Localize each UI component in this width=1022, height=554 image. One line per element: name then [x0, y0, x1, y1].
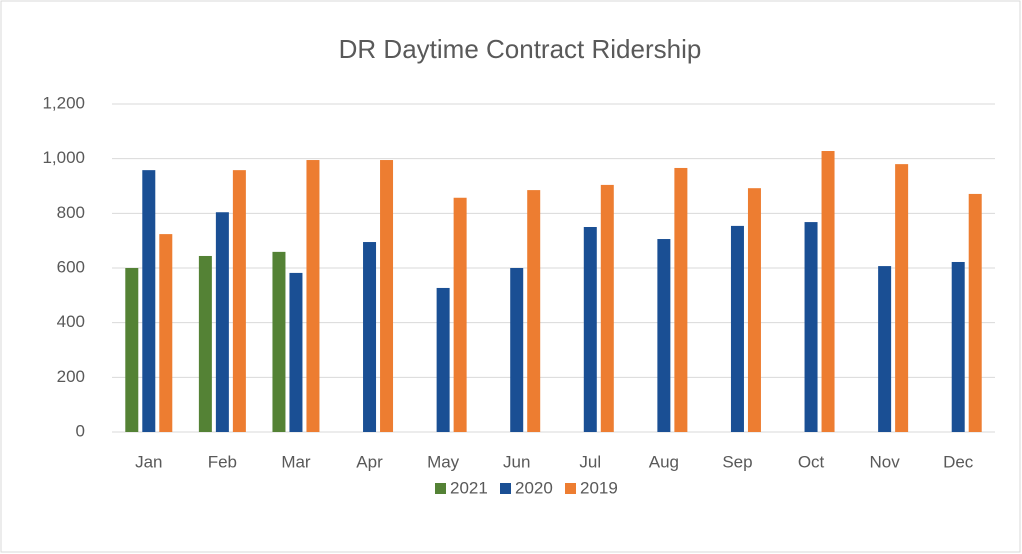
legend-label: 2020	[515, 478, 553, 497]
legend-swatch	[500, 483, 511, 494]
bar	[657, 239, 671, 432]
y-tick-label: 800	[57, 203, 85, 222]
bar	[289, 272, 303, 432]
bar	[215, 212, 229, 432]
bar	[380, 160, 394, 433]
bar	[951, 261, 965, 432]
bar	[272, 251, 286, 432]
y-tick-label: 1,000	[42, 148, 85, 167]
bar	[821, 151, 835, 432]
bar	[583, 227, 597, 432]
bar	[730, 225, 744, 432]
legend-swatch	[435, 483, 446, 494]
x-tick-label: Sep	[722, 452, 752, 471]
bar	[527, 190, 541, 432]
bar	[159, 234, 173, 432]
y-tick-label: 600	[57, 257, 85, 276]
x-tick-label: Mar	[281, 452, 311, 471]
bar	[510, 268, 524, 432]
x-tick-label: Feb	[208, 452, 237, 471]
bar	[674, 167, 688, 432]
legend-label: 2019	[580, 478, 618, 497]
x-tick-label: Aug	[649, 452, 679, 471]
bar	[968, 193, 982, 432]
x-tick-label: Jul	[579, 452, 601, 471]
legend-swatch	[565, 483, 576, 494]
bar	[125, 268, 139, 432]
x-tick-label: Nov	[870, 452, 901, 471]
y-tick-label: 1,200	[42, 93, 85, 112]
legend-label: 2021	[450, 478, 488, 497]
x-tick-label: Dec	[943, 452, 974, 471]
bar	[895, 164, 909, 432]
bar	[232, 170, 246, 432]
bar	[747, 188, 761, 432]
bar	[363, 242, 377, 432]
x-tick-label: Oct	[798, 452, 825, 471]
x-tick-label: May	[427, 452, 460, 471]
x-tick-label: Jun	[503, 452, 530, 471]
bar	[600, 184, 614, 432]
x-tick-label: Apr	[356, 452, 383, 471]
x-tick-label: Jan	[135, 452, 162, 471]
bar	[436, 287, 450, 432]
bar	[306, 160, 320, 433]
y-tick-label: 0	[76, 421, 85, 440]
chart-title: DR Daytime Contract Ridership	[339, 34, 702, 64]
y-tick-label: 400	[57, 312, 85, 331]
bar	[878, 266, 892, 432]
y-tick-label: 200	[57, 367, 85, 386]
bar	[142, 170, 156, 432]
bar	[198, 255, 212, 432]
bar	[453, 197, 467, 432]
bar	[804, 222, 818, 432]
